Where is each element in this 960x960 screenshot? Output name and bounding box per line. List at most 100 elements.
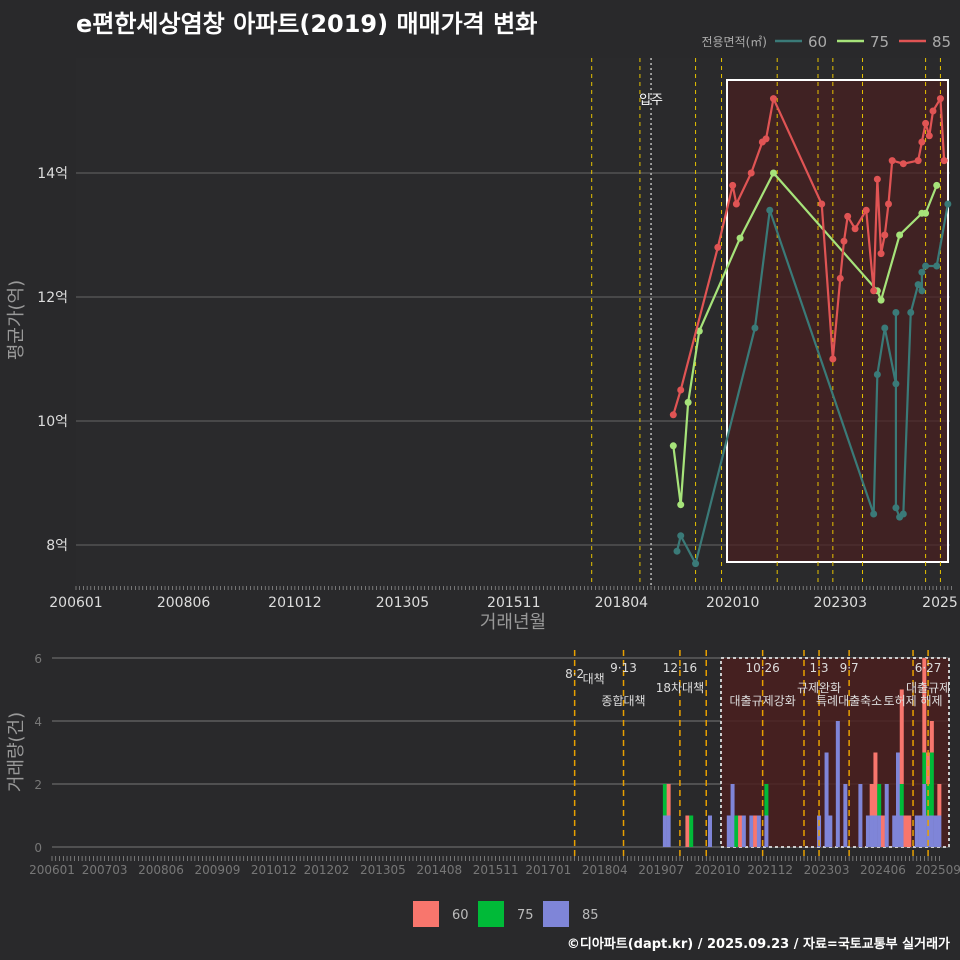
volume-bar-60 <box>899 689 904 784</box>
data-point-60 <box>881 324 889 332</box>
data-point-85 <box>836 274 844 282</box>
x-tick-label: 202303 <box>814 595 867 611</box>
data-point-85 <box>936 95 944 103</box>
volume-bar-60 <box>926 752 931 784</box>
volume-bar-60 <box>738 815 743 847</box>
x-tick-label: 2025 <box>922 595 958 611</box>
x-tick-label: 200601 <box>49 595 102 611</box>
data-point-85 <box>884 200 892 208</box>
x-tick-label: 201804 <box>582 863 628 877</box>
data-point-75 <box>736 234 744 242</box>
volume-bar-60 <box>929 721 934 753</box>
data-point-60 <box>918 287 926 295</box>
x-tick-label: 201511 <box>473 863 519 877</box>
move-in-label: 입주 <box>639 93 663 108</box>
volume-bar-85 <box>892 815 897 847</box>
data-point-85 <box>732 200 740 208</box>
legend-title: 전용면적(㎡) <box>701 35 767 49</box>
data-point-85 <box>844 212 852 220</box>
x-axis-title: 거래년월 <box>480 612 546 633</box>
data-point-75 <box>677 501 685 509</box>
volume-bar-75 <box>689 815 694 847</box>
volume-bar-85 <box>726 815 731 847</box>
data-point-60 <box>892 504 900 512</box>
x-tick-label: 202406 <box>860 863 906 877</box>
volume-bar-75 <box>926 784 931 816</box>
volume-bar-60 <box>907 815 912 847</box>
volume-bar-85 <box>877 815 882 847</box>
x-tick-label: 200909 <box>195 863 241 877</box>
policy-date: 9·7 <box>840 661 859 675</box>
volume-bar-75 <box>899 784 904 816</box>
data-point-85 <box>714 243 722 251</box>
volume-bar-85 <box>730 784 735 847</box>
data-point-75 <box>769 169 777 177</box>
data-point-85 <box>669 411 677 419</box>
x-tick-label: 201408 <box>416 863 462 877</box>
data-point-75 <box>877 296 885 304</box>
legend-key-60 <box>413 901 439 927</box>
data-point-60 <box>692 560 700 568</box>
data-point-60 <box>892 380 900 388</box>
volume-bar-60 <box>685 815 690 847</box>
volume-bar-85 <box>828 815 833 847</box>
policy-label: 토허제 해제 <box>884 694 943 708</box>
volume-bar-85 <box>922 784 927 847</box>
volume-bar-85 <box>918 815 923 847</box>
policy-date: 8·2 <box>565 667 584 681</box>
y-tick-label: 14억 <box>37 166 68 182</box>
data-point-60 <box>892 309 900 316</box>
data-point-60 <box>673 547 681 555</box>
x-tick-label: 201202 <box>304 863 350 877</box>
data-point-85 <box>677 386 685 394</box>
data-point-85 <box>940 157 948 165</box>
data-point-85 <box>747 169 755 177</box>
y-tick-label: 0 <box>34 841 42 855</box>
data-point-60 <box>922 262 930 270</box>
volume-bar-75 <box>877 784 882 816</box>
y-tick-label: 10억 <box>37 414 68 430</box>
highlight-box <box>726 79 949 563</box>
data-point-85 <box>851 225 859 233</box>
y-tick-label: 4 <box>34 715 42 729</box>
y-axis-title: 거래량(건) <box>6 712 27 792</box>
volume-bar-85 <box>869 815 874 847</box>
volume-bar-60 <box>903 815 908 847</box>
volume-bar-60 <box>937 784 942 816</box>
data-point-85 <box>929 107 937 115</box>
data-point-75 <box>684 398 692 406</box>
volume-bar-85 <box>914 815 919 847</box>
data-point-85 <box>870 287 878 295</box>
volume-bar-85 <box>899 815 904 847</box>
volume-bar-85 <box>843 784 848 847</box>
y-tick-label: 12억 <box>37 290 68 306</box>
volume-bar-85 <box>756 815 761 847</box>
data-point-85 <box>840 237 848 245</box>
data-point-85 <box>918 138 926 146</box>
data-point-75 <box>922 209 930 217</box>
chart-title: e편한세상염창 아파트(2019) 매매가격 변화 <box>76 10 538 38</box>
data-point-85 <box>729 181 737 189</box>
volume-bar-85 <box>835 721 840 847</box>
policy-label: 18차대책 <box>656 680 704 695</box>
volume-bar-75 <box>662 784 667 816</box>
data-point-60 <box>933 262 941 270</box>
volume-bar-60 <box>873 752 878 816</box>
volume-bar-85 <box>873 815 878 847</box>
data-point-60 <box>677 532 685 540</box>
policy-label: 규제완화 <box>797 681 841 695</box>
volume-bar-85 <box>858 784 863 847</box>
volume-bar-85 <box>708 815 712 847</box>
policy-date: 9·13 <box>610 661 637 675</box>
x-tick-label: 201511 <box>487 595 540 611</box>
x-tick-label: 201012 <box>251 863 297 877</box>
volume-bar-60 <box>880 815 885 847</box>
policy-date: 6·27 <box>915 661 942 675</box>
legend-label-60: 60 <box>808 33 827 51</box>
data-point-85 <box>873 175 881 183</box>
x-tick-label: 202303 <box>804 863 850 877</box>
volume-bar-85 <box>865 815 870 847</box>
x-tick-label: 200601 <box>29 863 75 877</box>
legend-label-85: 85 <box>582 908 599 923</box>
